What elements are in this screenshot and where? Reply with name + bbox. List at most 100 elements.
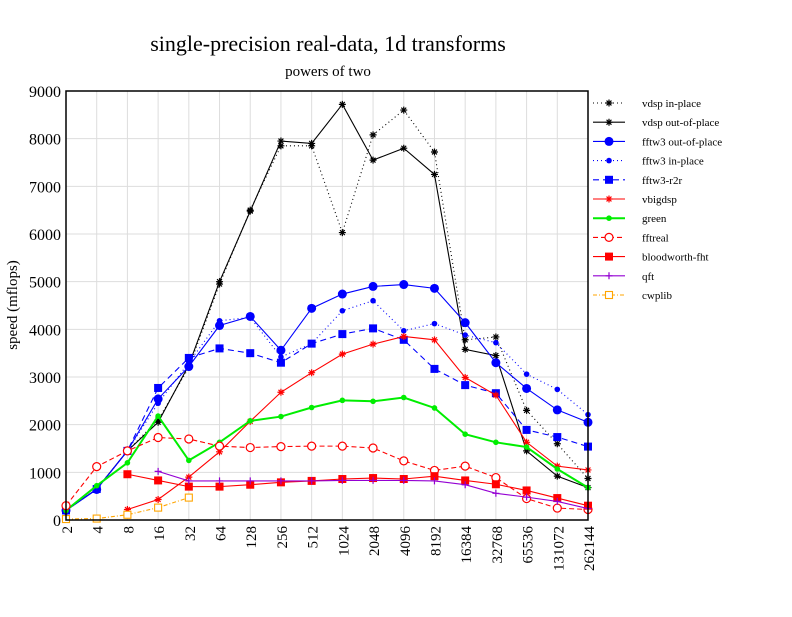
data-point <box>605 99 613 107</box>
data-point <box>154 383 163 392</box>
data-point <box>216 477 224 485</box>
data-point <box>605 118 613 126</box>
data-point <box>430 336 438 344</box>
series-green <box>63 394 591 514</box>
data-point <box>123 470 132 479</box>
data-point <box>462 332 468 338</box>
data-point <box>462 431 468 438</box>
legend-entry: vbigdsp <box>593 194 677 206</box>
data-point <box>245 442 255 453</box>
data-point <box>307 303 317 313</box>
series-fftreal <box>61 432 593 515</box>
series-vdsp-out-of-place <box>62 100 592 514</box>
x-tick-label: 512 <box>306 526 322 549</box>
data-point <box>554 386 561 393</box>
data-point <box>400 327 407 334</box>
series-qft <box>154 467 592 513</box>
data-point <box>92 485 101 494</box>
data-point <box>606 157 612 164</box>
data-point <box>461 481 469 489</box>
series-bloodworth-fht <box>123 470 592 510</box>
data-point <box>247 314 254 321</box>
data-point <box>186 457 192 464</box>
data-point <box>552 405 562 415</box>
data-point <box>400 332 408 340</box>
data-point <box>246 480 255 489</box>
series-line <box>65 283 589 511</box>
data-point <box>307 441 317 451</box>
data-point <box>522 383 532 393</box>
x-tick-label: 4096 <box>398 526 414 557</box>
data-point <box>185 477 193 485</box>
data-point <box>430 477 438 485</box>
legend-label: bloodworth-fht <box>642 252 709 264</box>
data-point <box>337 289 347 299</box>
data-point <box>460 318 470 328</box>
data-point <box>277 388 285 396</box>
data-point <box>553 440 561 448</box>
x-tick-label: 16384 <box>459 526 475 564</box>
data-point <box>246 477 254 485</box>
data-point <box>277 137 285 145</box>
data-point <box>155 413 161 419</box>
data-point <box>431 320 438 327</box>
data-point <box>216 317 223 324</box>
data-point <box>184 353 193 362</box>
x-tick-label: 128 <box>244 526 260 549</box>
data-point <box>154 476 163 485</box>
data-point <box>308 477 316 485</box>
data-point <box>523 493 531 501</box>
data-point <box>246 207 254 215</box>
x-tick-label: 131072 <box>551 526 567 571</box>
x-tick-label: 8 <box>121 526 137 534</box>
x-tick-label: 4 <box>91 526 107 534</box>
data-point <box>308 369 316 377</box>
x-tick-label: 256 <box>275 526 291 549</box>
legend-label: cwplib <box>642 290 672 302</box>
legend-entry: fftw3 out-of-place <box>593 136 722 148</box>
x-tick-label: 262144 <box>582 526 598 572</box>
data-point <box>277 477 285 485</box>
data-point <box>604 232 614 242</box>
data-point <box>369 476 377 484</box>
x-tick-label: 32 <box>183 526 199 541</box>
legend-entry: fftw3-r2r <box>593 175 682 187</box>
legend-entry: cwplib <box>593 290 672 302</box>
data-point <box>247 418 254 424</box>
data-point <box>430 364 439 373</box>
data-point <box>553 462 561 470</box>
series-fftw3-r2r <box>62 324 592 515</box>
data-point <box>92 514 101 523</box>
data-point <box>553 497 561 505</box>
data-point <box>522 425 531 434</box>
data-point <box>461 373 469 381</box>
x-tick-label: 32768 <box>490 526 506 564</box>
data-point <box>431 405 438 411</box>
data-point <box>123 510 132 519</box>
series-fftw3-out-of-place <box>61 280 593 515</box>
data-point <box>523 438 531 446</box>
x-tick-label: 1024 <box>336 526 352 557</box>
legend-label: vbigdsp <box>642 194 677 206</box>
data-point <box>154 418 162 426</box>
data-point <box>338 350 346 358</box>
y-tick-label: 3000 <box>29 370 61 387</box>
data-point <box>492 333 500 341</box>
data-point <box>400 144 408 152</box>
series-line <box>65 103 589 511</box>
data-point <box>604 290 614 300</box>
chart-title: single-precision real-data, 1d transform… <box>150 31 506 56</box>
data-point <box>308 404 315 411</box>
data-point <box>554 466 561 472</box>
series-line <box>65 497 189 520</box>
legend-entry: fftreal <box>593 232 669 244</box>
data-point <box>605 272 613 280</box>
y-tick-label: 7000 <box>29 179 61 196</box>
data-point <box>553 433 562 442</box>
y-tick-label: 6000 <box>29 227 61 244</box>
data-point <box>122 446 133 456</box>
series-line <box>65 300 589 511</box>
data-point <box>184 434 194 444</box>
